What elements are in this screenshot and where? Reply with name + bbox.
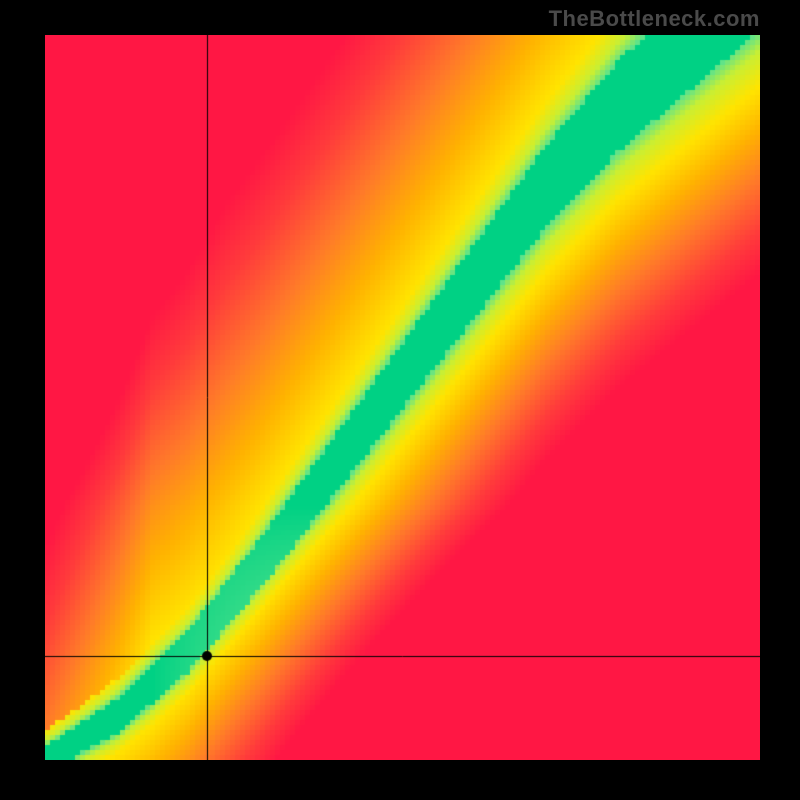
bottleneck-heatmap [45,35,760,760]
watermark-text: TheBottleneck.com [549,6,760,32]
